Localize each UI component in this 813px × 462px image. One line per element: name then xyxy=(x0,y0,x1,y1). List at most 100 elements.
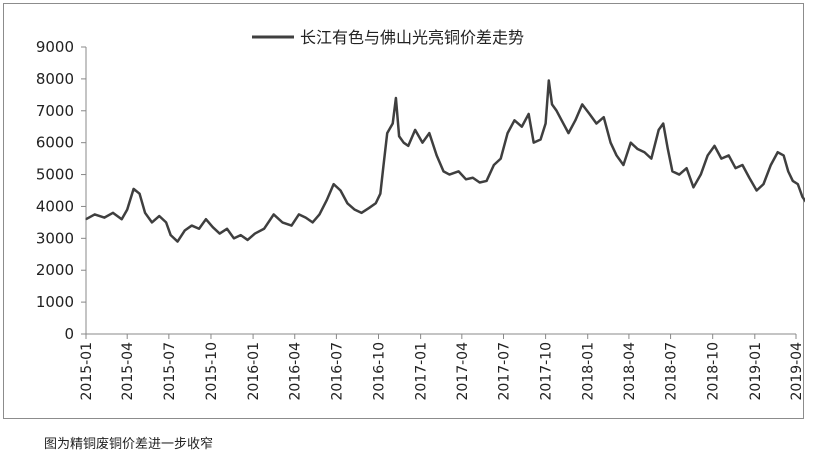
legend: 长江有色与佛山光亮铜价差走势 xyxy=(252,28,524,47)
y-tick-label: 9000 xyxy=(36,38,74,56)
x-tick-label: 2016-01 xyxy=(246,342,262,401)
data-point xyxy=(121,218,123,220)
x-tick-label: 2019-01 xyxy=(748,342,764,401)
data-point xyxy=(777,151,779,153)
data-point xyxy=(528,113,530,115)
data-point xyxy=(734,167,737,169)
data-point xyxy=(94,213,96,216)
data-point xyxy=(678,173,680,176)
data-point xyxy=(713,145,716,147)
data-point xyxy=(219,232,221,235)
data-point xyxy=(493,164,495,166)
x-tick-label: 2017-04 xyxy=(455,342,471,401)
data-point xyxy=(595,122,598,125)
data-point xyxy=(346,202,348,204)
data-point xyxy=(458,170,460,172)
x-tick-label: 2015-07 xyxy=(162,342,178,401)
data-point xyxy=(240,234,242,236)
data-point xyxy=(403,142,405,144)
x-tick-label: 2019-04 xyxy=(789,342,805,401)
data-point xyxy=(176,240,179,243)
data-point xyxy=(728,154,730,157)
data-point xyxy=(472,177,474,179)
y-tick-label: 6000 xyxy=(36,134,74,152)
data-point xyxy=(671,170,674,172)
data-point xyxy=(305,217,307,219)
data-point xyxy=(533,142,535,144)
data-point xyxy=(198,228,200,230)
data-point xyxy=(551,103,553,105)
data-point xyxy=(581,103,583,105)
x-tick-label: 2018-04 xyxy=(622,342,638,401)
data-point xyxy=(720,158,722,160)
data-point xyxy=(281,221,283,223)
data-point xyxy=(643,151,646,153)
chart-frame: 0 1000 2000 3000 4000 5000 6000 7000 8000 9000 20… xyxy=(3,3,805,419)
data-point xyxy=(85,218,87,220)
data-point xyxy=(662,122,664,125)
data-point xyxy=(500,158,502,160)
data-point xyxy=(212,226,214,228)
data-point xyxy=(298,213,300,216)
data-point xyxy=(561,119,563,121)
data-point xyxy=(521,126,523,128)
y-tick-label: 2000 xyxy=(36,261,74,279)
series-line-group xyxy=(85,79,805,243)
data-point xyxy=(151,221,153,223)
data-point xyxy=(414,129,416,131)
data-point xyxy=(762,183,765,185)
data-point xyxy=(610,142,612,144)
data-point xyxy=(386,132,388,134)
x-tick-label: 2018-01 xyxy=(581,342,597,401)
data-point xyxy=(770,164,772,166)
data-point xyxy=(567,132,570,134)
y-tick-label: 5000 xyxy=(36,166,74,184)
x-tick-label: 2016-10 xyxy=(372,342,388,401)
legend-label: 长江有色与佛山光亮铜价差走势 xyxy=(300,28,524,47)
data-point xyxy=(436,154,438,157)
data-point xyxy=(254,232,256,235)
data-point xyxy=(263,228,265,230)
data-point xyxy=(333,183,335,185)
data-point xyxy=(226,228,228,230)
data-point xyxy=(421,142,424,144)
data-point xyxy=(382,164,385,166)
x-tick-label: 2016-04 xyxy=(288,342,304,401)
data-point xyxy=(545,122,547,125)
y-tick-label: 7000 xyxy=(36,102,74,120)
x-tick-label: 2017-07 xyxy=(496,342,512,401)
series-line xyxy=(85,79,805,243)
data-point xyxy=(685,167,688,169)
y-axis-ticks: 0 1000 2000 3000 4000 5000 6000 7000 8000 9000 xyxy=(36,38,86,343)
data-point xyxy=(395,97,397,99)
y-tick-label: 3000 xyxy=(36,229,74,247)
data-point xyxy=(326,199,328,201)
x-tick-label: 2018-10 xyxy=(706,342,722,401)
data-point xyxy=(603,116,605,118)
data-point xyxy=(748,177,750,179)
data-point xyxy=(548,79,550,82)
data-point xyxy=(741,164,744,166)
data-point xyxy=(184,229,186,231)
data-point xyxy=(783,154,785,157)
y-tick-label: 1000 xyxy=(36,293,74,311)
data-point xyxy=(539,138,542,141)
data-point xyxy=(485,180,488,182)
data-point xyxy=(273,213,275,216)
data-point xyxy=(191,224,193,227)
data-point xyxy=(442,170,445,172)
data-point xyxy=(465,178,467,180)
figure-caption: 图为精铜废铜价差进一步收窄 xyxy=(44,437,214,452)
x-axis-ticks: 2015-01 2015-04 2015-07 2015-10 2016-01 2016-… xyxy=(79,334,805,401)
data-point xyxy=(756,189,758,192)
data-point xyxy=(246,239,249,241)
data-point xyxy=(407,145,409,147)
data-point xyxy=(792,180,794,182)
data-point xyxy=(448,173,451,176)
data-point xyxy=(311,221,314,223)
data-point xyxy=(354,209,356,211)
data-point xyxy=(707,154,709,157)
x-tick-label: 2015-04 xyxy=(120,342,136,401)
x-tick-label: 2016-07 xyxy=(329,342,345,401)
data-point xyxy=(637,148,639,150)
